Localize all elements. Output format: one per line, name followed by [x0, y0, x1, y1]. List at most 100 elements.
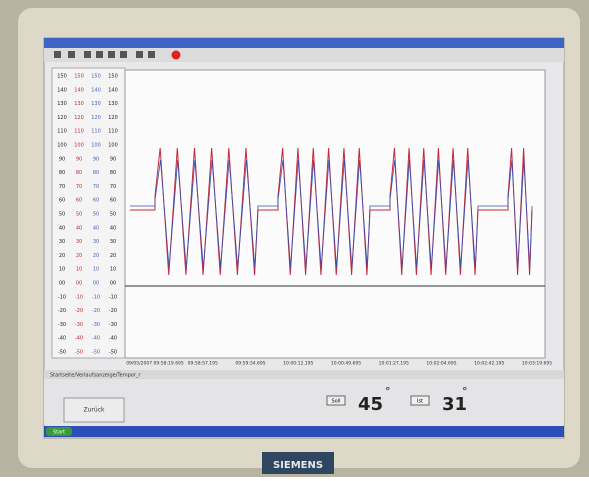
scale-label: -30: [75, 322, 83, 328]
scale-label: 130: [108, 101, 118, 107]
scale-label: 60: [93, 198, 99, 204]
scale-label: 130: [74, 101, 84, 107]
scale-label: 60: [110, 198, 116, 204]
toolbar-icon[interactable]: [148, 51, 155, 58]
actual-label: Ist: [417, 399, 423, 405]
toolbar-icon[interactable]: [108, 51, 115, 58]
setpoint-label: Soll: [331, 399, 340, 405]
scale-label: 50: [93, 212, 99, 218]
scale-label: 40: [110, 225, 116, 231]
scale-label: 00: [93, 281, 99, 287]
taskbar: [44, 426, 564, 437]
scale-label: 110: [91, 129, 101, 135]
scale-label: 120: [74, 115, 84, 121]
scale-label: 100: [91, 143, 101, 149]
scale-label: 40: [76, 225, 82, 231]
time-label: 10:01:27.195: [379, 361, 409, 367]
toolbar-icon[interactable]: [84, 51, 91, 58]
scale-label: 10: [59, 267, 65, 273]
time-label: 09:59:34.695: [235, 361, 265, 367]
scale-label: 10: [93, 267, 99, 273]
scale-label: 10: [110, 267, 116, 273]
scale-label: -20: [58, 308, 66, 314]
status-text: Startseite/Verlaufsanzeige/Tempor_r: [50, 373, 141, 379]
toolbar-icon[interactable]: [68, 51, 75, 58]
scale-label: 00: [76, 281, 82, 287]
actual-unit: °: [462, 385, 468, 398]
brand: SIEMENS: [273, 460, 323, 471]
scale-label: 140: [57, 87, 67, 93]
scale-label: 90: [93, 156, 99, 162]
scale-label: 30: [76, 239, 82, 245]
scale-label: 20: [59, 253, 65, 259]
scale-label: 100: [108, 143, 118, 149]
scale-label: -50: [75, 350, 83, 356]
scale-label: -30: [58, 322, 66, 328]
scale-label: 00: [59, 281, 65, 287]
scale-label: -40: [58, 336, 66, 342]
scale-label: 90: [59, 156, 65, 162]
scale-label: 20: [110, 253, 116, 259]
scale-label: 140: [91, 87, 101, 93]
scale-label: 90: [110, 156, 116, 162]
scale-label: -20: [75, 308, 83, 314]
time-label: 09/05/2007 09:58:19.695: [126, 361, 184, 367]
toolbar-icon[interactable]: [136, 51, 143, 58]
title-bar: [44, 38, 564, 48]
scale-label: 100: [57, 143, 67, 149]
scale-label: -30: [92, 322, 100, 328]
screen-photo: 1501501501501401401401401301301301301201…: [0, 0, 589, 477]
time-label: 09:58:57.195: [188, 361, 218, 367]
scale-label: 00: [110, 281, 116, 287]
scale-label: 110: [108, 129, 118, 135]
scale-label: 70: [59, 184, 65, 190]
scale-label: 40: [93, 225, 99, 231]
time-label: 10:02:04.695: [426, 361, 456, 367]
scale-label: 60: [59, 198, 65, 204]
stop-icon[interactable]: [172, 51, 181, 60]
scale-label: -10: [109, 294, 117, 300]
scale-label: -50: [58, 350, 66, 356]
scale-label: -10: [92, 294, 100, 300]
scale-label: 130: [57, 101, 67, 107]
scale-label: 70: [93, 184, 99, 190]
time-axis: 09/05/2007 09:58:19.695 09:58:57.195 09:59…: [126, 361, 552, 367]
scale-label: 120: [57, 115, 67, 121]
scale-label: -30: [109, 322, 117, 328]
scale-label: 110: [57, 129, 67, 135]
scale-label: -50: [92, 350, 100, 356]
scale-label: 120: [91, 115, 101, 121]
scale-label: 150: [57, 74, 67, 80]
scale-label: 50: [59, 212, 65, 218]
scale-label: 50: [110, 212, 116, 218]
start-label[interactable]: Start: [53, 430, 65, 436]
scale-label: 110: [74, 129, 84, 135]
scale-label: 120: [108, 115, 118, 121]
toolbar-icon[interactable]: [120, 51, 127, 58]
plot-area: [125, 70, 545, 358]
setpoint-value: 45: [358, 394, 383, 415]
time-label: 10:00:49.695: [331, 361, 361, 367]
scale-label: 80: [110, 170, 116, 176]
back-button-label[interactable]: Zurück: [84, 407, 105, 414]
scale-label: -10: [58, 294, 66, 300]
scale-label: 30: [110, 239, 116, 245]
scale-label: 30: [93, 239, 99, 245]
scale-label: 60: [76, 198, 82, 204]
scale-label: 20: [93, 253, 99, 259]
scale-label: 80: [76, 170, 82, 176]
time-label: 10:02:42.195: [474, 361, 504, 367]
setpoint-unit: °: [385, 385, 391, 398]
toolbar-icon[interactable]: [96, 51, 103, 58]
scale-label: 20: [76, 253, 82, 259]
time-label: 10:00:12.195: [283, 361, 313, 367]
scale-label: 130: [91, 101, 101, 107]
scale-label: 30: [59, 239, 65, 245]
toolbar-icon[interactable]: [54, 51, 61, 58]
scale-label: -40: [109, 336, 117, 342]
time-label: 10:03:19.695: [522, 361, 552, 367]
scale-label: -20: [109, 308, 117, 314]
scale-label: 70: [76, 184, 82, 190]
scale-label: 80: [59, 170, 65, 176]
scale-label: -40: [75, 336, 83, 342]
